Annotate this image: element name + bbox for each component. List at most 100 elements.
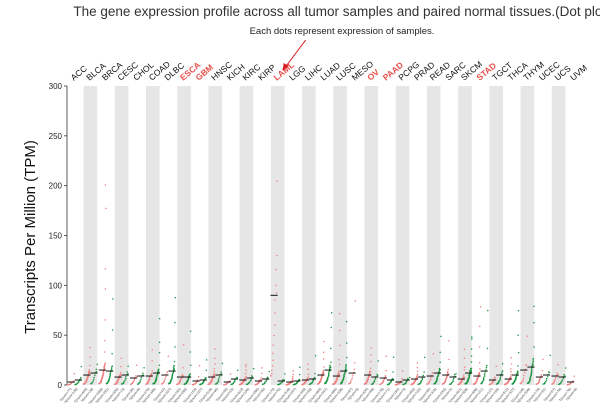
normal-dot <box>561 379 564 381</box>
tumor-dot <box>338 363 341 366</box>
tumor-dot <box>245 365 247 368</box>
normal-dot <box>236 377 239 379</box>
tumor-dot <box>272 352 274 355</box>
tumor-dot <box>244 377 246 379</box>
normal-dot <box>517 334 519 336</box>
tumor-dot <box>463 357 466 360</box>
normal-dot <box>532 360 535 363</box>
tumor-dot <box>228 380 230 382</box>
column-shade-skcm <box>458 86 472 385</box>
column-shade-tgct <box>489 86 503 385</box>
normal-dot <box>142 372 144 375</box>
normal-dot <box>545 377 548 380</box>
normal-dot <box>330 312 333 314</box>
normal-dot <box>91 381 94 383</box>
column-shade-ov <box>364 86 379 385</box>
normal-dot <box>533 321 535 324</box>
normal-dot <box>205 359 208 361</box>
tumor-dot <box>271 369 273 372</box>
column-shade-read <box>426 86 441 385</box>
normal-dot <box>189 351 192 353</box>
normal-dot <box>532 364 535 366</box>
y-tick-label: 100 <box>49 281 63 290</box>
tumor-dot <box>213 375 216 377</box>
tumor-dot <box>214 363 216 365</box>
tumor-dot <box>510 368 512 370</box>
normal-dot <box>547 375 549 378</box>
tumor-dot <box>276 180 278 182</box>
tumor-dot <box>338 373 340 376</box>
normal-dot <box>533 346 535 348</box>
normal-dot <box>205 377 207 379</box>
tumor-dot <box>510 370 512 373</box>
normal-dot <box>220 371 222 373</box>
y-axis-label: Transcripts Per Million (TPM) <box>22 140 39 334</box>
normal-dot <box>470 361 473 363</box>
tumor-dot <box>553 380 556 382</box>
normal-dot <box>140 378 142 381</box>
normal-dot <box>471 336 473 338</box>
normal-dot <box>125 375 127 378</box>
tumor-dot <box>166 371 169 374</box>
normal-dot <box>190 364 192 367</box>
normal-dot <box>298 379 301 381</box>
tumor-dot <box>135 364 138 366</box>
tumor-dot <box>494 376 496 379</box>
tumor-dot <box>322 369 325 372</box>
tumor-dot <box>554 378 557 381</box>
normal-dot <box>329 364 331 366</box>
normal-dot <box>392 371 394 373</box>
tumor-dot <box>557 373 559 376</box>
tumor-dot <box>275 268 277 271</box>
tumor-dot <box>416 375 418 377</box>
tumor-dot <box>180 377 183 379</box>
normal-dot <box>345 368 348 371</box>
tumor-dot <box>478 346 481 348</box>
tumor-dot <box>89 356 91 358</box>
tumor-dot <box>382 379 385 381</box>
tumor-dot <box>306 378 309 380</box>
tumor-dot <box>510 374 512 376</box>
tumor-dot <box>338 372 340 374</box>
tumor-dot <box>167 355 170 357</box>
tumor-dot <box>463 348 466 351</box>
column-shade-blca <box>83 86 98 385</box>
normal-dot <box>80 365 83 368</box>
tumor-dot <box>150 374 153 376</box>
normal-dot <box>139 380 141 382</box>
tumor-dot <box>161 382 164 385</box>
tumor-dot <box>181 373 184 376</box>
normal-dot <box>234 380 236 382</box>
tumor-dot <box>307 363 310 366</box>
tumor-dot <box>338 358 340 361</box>
normal-dot <box>455 373 457 375</box>
tumor-dot <box>416 370 419 373</box>
tumor-dot <box>103 368 106 370</box>
tumor-dot <box>213 370 216 373</box>
tumor-dot <box>133 379 135 382</box>
tumor-dot <box>119 373 122 375</box>
normal-dot <box>439 361 441 363</box>
tumor-dot <box>104 351 106 353</box>
tumor-dot <box>133 378 136 380</box>
tumor-dot <box>478 373 481 376</box>
y-tick-label: 150 <box>49 232 63 241</box>
tumor-dot <box>369 367 372 370</box>
tumor-dot <box>426 383 428 385</box>
tumor-dot <box>182 344 185 346</box>
normal-dot <box>174 296 177 299</box>
tumor-dot <box>339 344 341 347</box>
tumor-dot <box>291 379 294 381</box>
normal-dot <box>557 383 560 385</box>
normal-dot <box>313 376 316 379</box>
tumor-dot <box>446 371 449 374</box>
normal-dot <box>532 359 534 361</box>
tumor-dot <box>463 366 466 368</box>
normal-dot <box>249 379 252 382</box>
tumor-dot <box>553 381 556 383</box>
tumor-dot <box>276 254 278 257</box>
tumor-dot <box>478 371 481 374</box>
column-shade-ucs <box>551 86 566 385</box>
tumor-dot <box>370 347 372 349</box>
normal-dot <box>138 382 140 384</box>
